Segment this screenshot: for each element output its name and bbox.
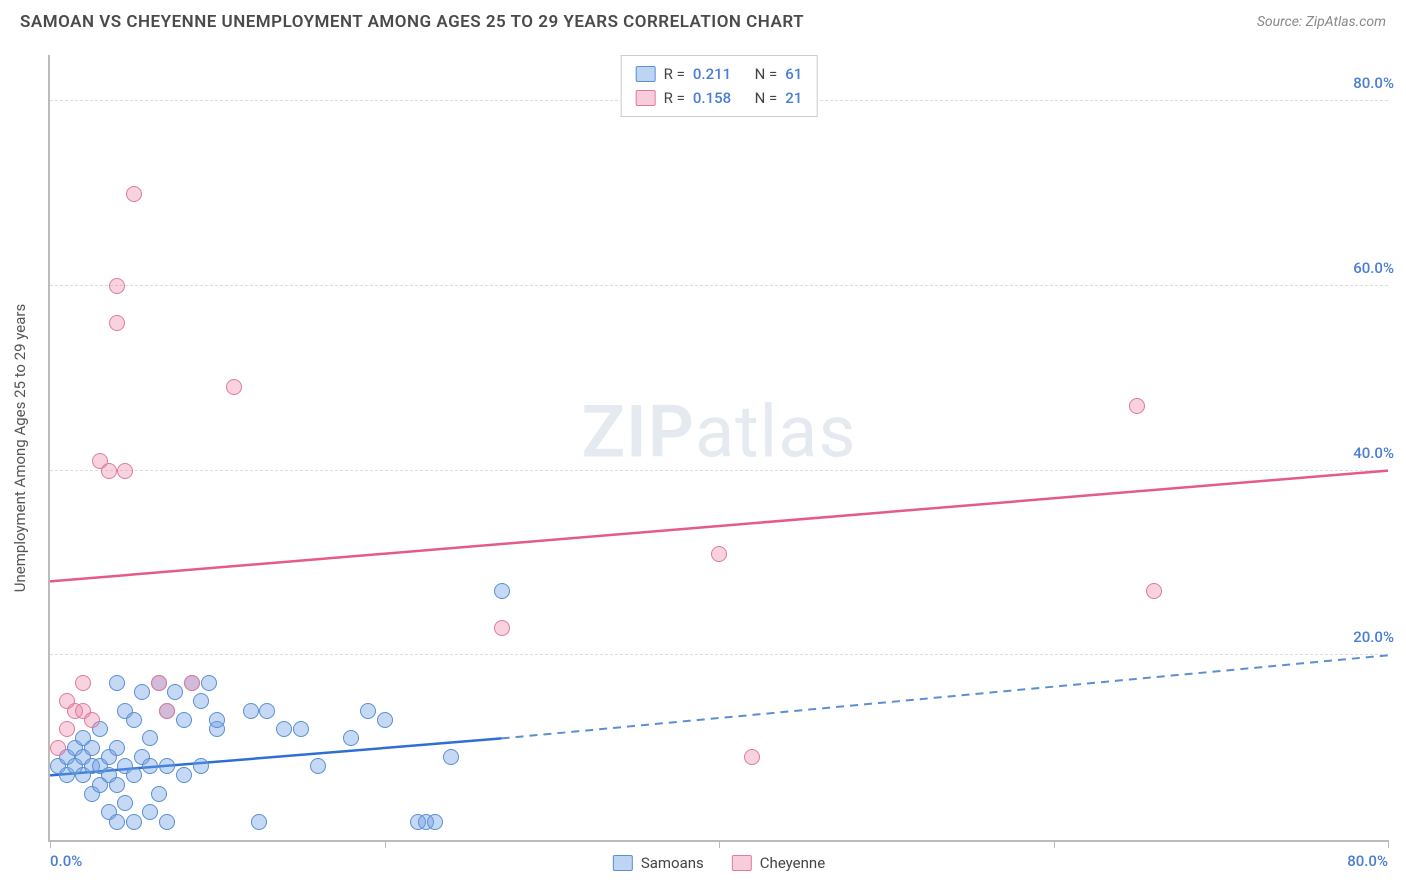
scatter-point-samoans bbox=[310, 758, 326, 774]
scatter-point-cheyenne bbox=[109, 315, 125, 331]
scatter-point-cheyenne bbox=[494, 620, 510, 636]
scatter-point-samoans bbox=[126, 712, 142, 728]
scatter-point-cheyenne bbox=[226, 379, 242, 395]
scatter-point-samoans bbox=[193, 758, 209, 774]
scatter-point-samoans bbox=[293, 721, 309, 737]
legend-item-samoans: Samoans bbox=[613, 854, 704, 872]
scatter-point-samoans bbox=[142, 758, 158, 774]
scatter-point-samoans bbox=[167, 684, 183, 700]
x-tick-mark bbox=[719, 840, 720, 848]
scatter-point-cheyenne bbox=[117, 463, 133, 479]
scatter-point-samoans bbox=[209, 712, 225, 728]
legend-swatch-blue-icon bbox=[613, 855, 633, 871]
scatter-point-samoans bbox=[377, 712, 393, 728]
scatter-point-cheyenne bbox=[711, 546, 727, 562]
scatter-point-samoans bbox=[259, 703, 275, 719]
y-axis-label: Unemployment Among Ages 25 to 29 years bbox=[11, 303, 29, 591]
scatter-point-samoans bbox=[142, 804, 158, 820]
scatter-point-cheyenne bbox=[126, 186, 142, 202]
x-tick-mark bbox=[385, 840, 386, 848]
chart-header: SAMOAN VS CHEYENNE UNEMPLOYMENT AMONG AG… bbox=[0, 0, 1406, 40]
scatter-point-samoans bbox=[343, 730, 359, 746]
scatter-point-samoans bbox=[109, 777, 125, 793]
scatter-point-samoans bbox=[151, 786, 167, 802]
y-tick-label: 40.0% bbox=[1334, 444, 1394, 462]
correlation-legend: R = 0.211 N = 61 R = 0.158 N = 21 bbox=[621, 55, 818, 117]
scatter-point-cheyenne bbox=[75, 675, 91, 691]
scatter-point-cheyenne bbox=[101, 463, 117, 479]
scatter-point-cheyenne bbox=[151, 675, 167, 691]
series-legend: Samoans Cheyenne bbox=[613, 854, 825, 872]
x-tick-label: 80.0% bbox=[1347, 852, 1388, 870]
scatter-point-samoans bbox=[84, 740, 100, 756]
scatter-point-cheyenne bbox=[109, 278, 125, 294]
scatter-point-samoans bbox=[142, 730, 158, 746]
scatter-point-samoans bbox=[126, 814, 142, 830]
scatter-point-samoans bbox=[243, 703, 259, 719]
trend-lines-svg bbox=[50, 55, 1388, 840]
scatter-point-samoans bbox=[360, 703, 376, 719]
scatter-point-samoans bbox=[443, 749, 459, 765]
scatter-point-samoans bbox=[109, 814, 125, 830]
scatter-point-samoans bbox=[117, 795, 133, 811]
scatter-point-cheyenne bbox=[1129, 398, 1145, 414]
legend-swatch-pink bbox=[636, 90, 656, 106]
x-tick-label: 0.0% bbox=[50, 852, 82, 870]
chart-plot-area: Unemployment Among Ages 25 to 29 years Z… bbox=[48, 55, 1388, 842]
legend-swatch-blue bbox=[636, 66, 656, 82]
source-attribution: Source: ZipAtlas.com bbox=[1257, 14, 1386, 30]
scatter-point-samoans bbox=[193, 693, 209, 709]
legend-item-cheyenne: Cheyenne bbox=[732, 854, 825, 872]
x-tick-mark bbox=[1054, 840, 1055, 848]
scatter-point-cheyenne bbox=[84, 712, 100, 728]
scatter-point-cheyenne bbox=[50, 740, 66, 756]
y-tick-label: 60.0% bbox=[1334, 259, 1394, 277]
scatter-point-cheyenne bbox=[744, 749, 760, 765]
scatter-point-cheyenne bbox=[1146, 583, 1162, 599]
scatter-point-cheyenne bbox=[159, 703, 175, 719]
x-tick-mark bbox=[50, 840, 51, 848]
chart-title: SAMOAN VS CHEYENNE UNEMPLOYMENT AMONG AG… bbox=[20, 12, 804, 32]
scatter-point-cheyenne bbox=[184, 675, 200, 691]
scatter-point-cheyenne bbox=[59, 721, 75, 737]
x-tick-mark bbox=[1388, 840, 1389, 848]
scatter-point-samoans bbox=[201, 675, 217, 691]
y-tick-label: 20.0% bbox=[1334, 628, 1394, 646]
scatter-point-samoans bbox=[276, 721, 292, 737]
scatter-point-samoans bbox=[159, 814, 175, 830]
scatter-point-samoans bbox=[159, 758, 175, 774]
scatter-point-samoans bbox=[176, 712, 192, 728]
scatter-point-samoans bbox=[109, 675, 125, 691]
legend-row-cheyenne: R = 0.158 N = 21 bbox=[636, 86, 803, 110]
scatter-point-samoans bbox=[126, 767, 142, 783]
y-tick-label: 80.0% bbox=[1334, 74, 1394, 92]
scatter-point-samoans bbox=[427, 814, 443, 830]
scatter-point-samoans bbox=[494, 583, 510, 599]
scatter-point-samoans bbox=[134, 684, 150, 700]
scatter-point-samoans bbox=[251, 814, 267, 830]
legend-swatch-pink-icon bbox=[732, 855, 752, 871]
scatter-point-samoans bbox=[176, 767, 192, 783]
legend-row-samoans: R = 0.211 N = 61 bbox=[636, 62, 803, 86]
scatter-point-samoans bbox=[109, 740, 125, 756]
